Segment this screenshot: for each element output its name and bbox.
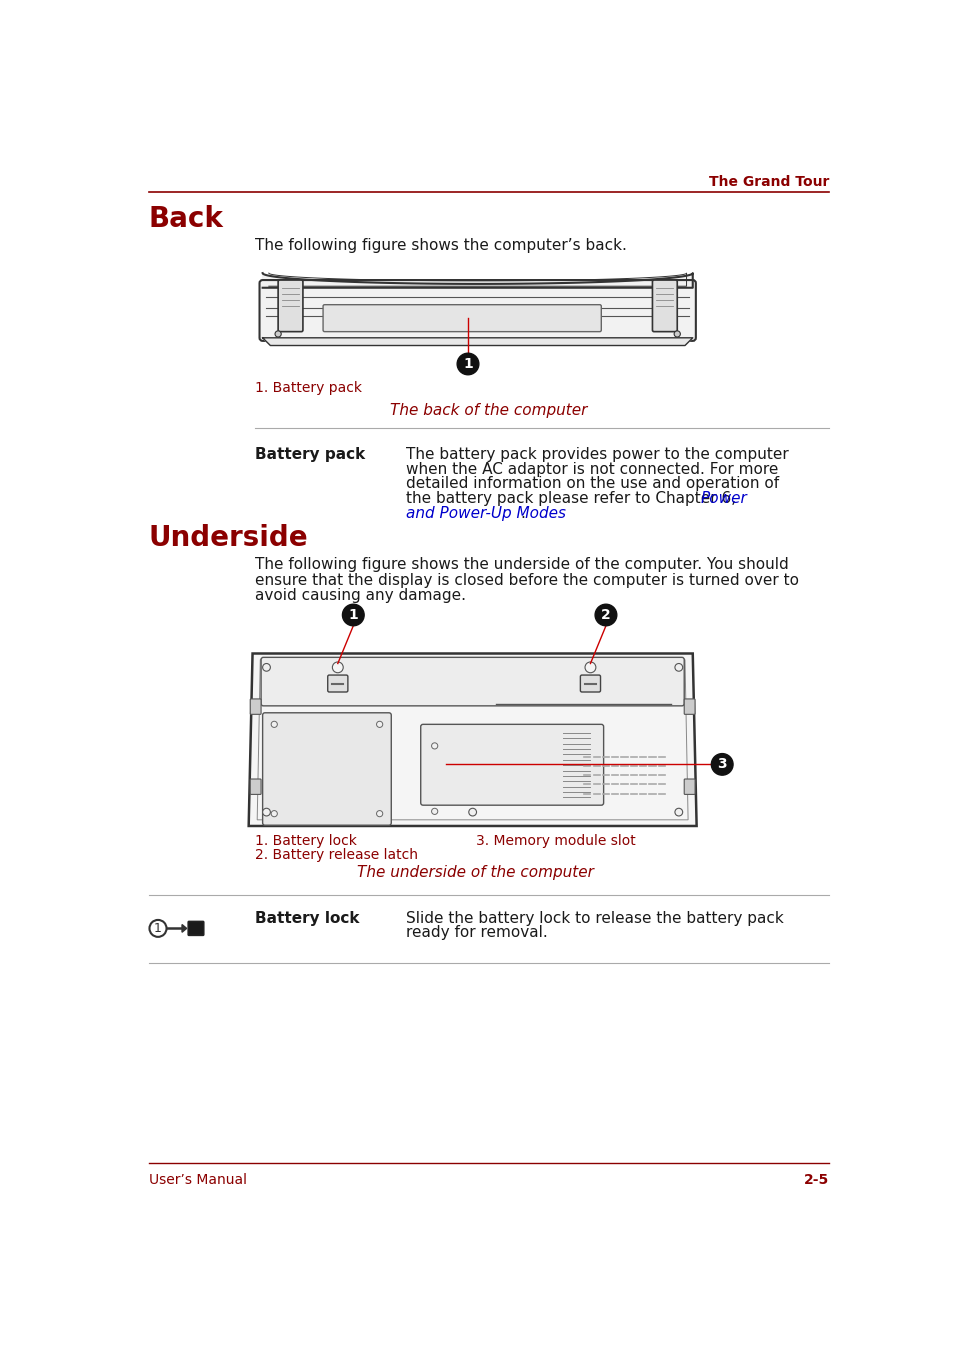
- Circle shape: [468, 808, 476, 817]
- Text: 2. Battery release latch: 2. Battery release latch: [254, 848, 417, 863]
- Text: 2: 2: [600, 608, 610, 622]
- Text: and Power-Up Modes: and Power-Up Modes: [406, 506, 565, 521]
- Text: ensure that the display is closed before the computer is turned over to: ensure that the display is closed before…: [254, 573, 798, 588]
- Circle shape: [456, 353, 478, 375]
- Circle shape: [376, 721, 382, 727]
- FancyBboxPatch shape: [328, 675, 348, 692]
- Text: User’s Manual: User’s Manual: [149, 1174, 247, 1187]
- FancyBboxPatch shape: [278, 280, 303, 331]
- Text: 3. Memory module slot: 3. Memory module slot: [476, 834, 635, 849]
- Circle shape: [271, 811, 277, 817]
- Circle shape: [674, 808, 682, 817]
- Text: ready for removal.: ready for removal.: [406, 925, 547, 940]
- Text: the battery pack please refer to Chapter 6,: the battery pack please refer to Chapter…: [406, 491, 740, 506]
- Text: detailed information on the use and operation of: detailed information on the use and oper…: [406, 476, 779, 491]
- Text: Underside: Underside: [149, 525, 308, 552]
- Text: The battery pack provides power to the computer: The battery pack provides power to the c…: [406, 448, 788, 462]
- Circle shape: [674, 664, 682, 671]
- Circle shape: [376, 811, 382, 817]
- Text: avoid causing any damage.: avoid causing any damage.: [254, 588, 465, 603]
- Polygon shape: [262, 338, 692, 346]
- Text: Power: Power: [700, 491, 746, 506]
- Polygon shape: [182, 925, 187, 933]
- Text: when the AC adaptor is not connected. For more: when the AC adaptor is not connected. Fo…: [406, 462, 778, 477]
- FancyBboxPatch shape: [250, 779, 261, 795]
- Polygon shape: [262, 273, 692, 288]
- Circle shape: [262, 664, 270, 671]
- FancyBboxPatch shape: [652, 280, 677, 331]
- Circle shape: [674, 331, 679, 337]
- FancyBboxPatch shape: [323, 304, 600, 331]
- Circle shape: [262, 808, 270, 817]
- Text: 1. Battery pack: 1. Battery pack: [254, 381, 361, 395]
- Circle shape: [271, 721, 277, 727]
- FancyBboxPatch shape: [420, 725, 603, 806]
- FancyBboxPatch shape: [250, 699, 261, 714]
- FancyBboxPatch shape: [579, 675, 599, 692]
- Text: The back of the computer: The back of the computer: [390, 403, 587, 418]
- Text: 1: 1: [462, 357, 473, 370]
- Circle shape: [584, 662, 596, 673]
- FancyBboxPatch shape: [683, 699, 695, 714]
- Circle shape: [595, 604, 617, 626]
- Circle shape: [711, 753, 732, 775]
- Text: The Grand Tour: The Grand Tour: [708, 176, 828, 189]
- FancyBboxPatch shape: [188, 922, 204, 936]
- Text: 1: 1: [348, 608, 357, 622]
- Text: 1: 1: [153, 922, 162, 934]
- Text: Battery pack: Battery pack: [254, 448, 365, 462]
- Text: 3: 3: [717, 757, 726, 772]
- Circle shape: [431, 808, 437, 814]
- FancyBboxPatch shape: [262, 713, 391, 825]
- Text: Slide the battery lock to release the battery pack: Slide the battery lock to release the ba…: [406, 911, 783, 926]
- Text: The following figure shows the underside of the computer. You should: The following figure shows the underside…: [254, 557, 788, 572]
- Circle shape: [342, 604, 364, 626]
- FancyBboxPatch shape: [683, 779, 695, 795]
- Text: Back: Back: [149, 206, 223, 234]
- Polygon shape: [249, 653, 696, 826]
- FancyBboxPatch shape: [259, 280, 695, 341]
- Text: 2-5: 2-5: [803, 1174, 828, 1187]
- Text: The following figure shows the computer’s back.: The following figure shows the computer’…: [254, 238, 626, 253]
- Text: Battery lock: Battery lock: [254, 911, 359, 926]
- Text: 1. Battery lock: 1. Battery lock: [254, 834, 356, 849]
- Text: The underside of the computer: The underside of the computer: [357, 865, 594, 880]
- Circle shape: [274, 331, 281, 337]
- Text: .: .: [519, 506, 524, 521]
- Circle shape: [431, 742, 437, 749]
- FancyBboxPatch shape: [261, 657, 683, 706]
- Circle shape: [332, 662, 343, 673]
